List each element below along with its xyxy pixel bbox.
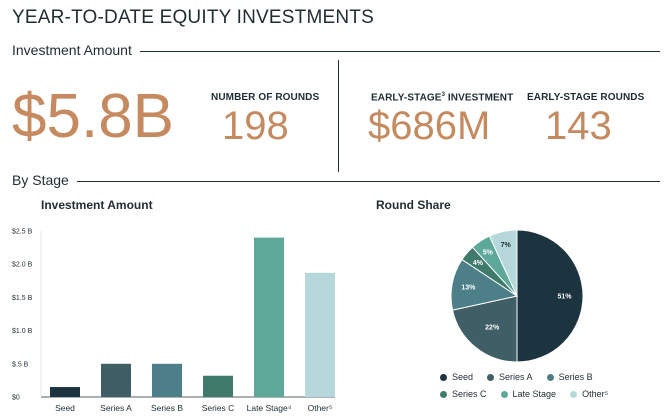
pie-slice-label: 51% xyxy=(558,294,573,301)
pie-chart: 51% 22% 13% 4% 5% 7% xyxy=(450,229,584,363)
bar-chart-title: Investment Amount xyxy=(41,198,153,212)
bar-2 xyxy=(152,363,182,397)
pie-slice-5 xyxy=(488,229,518,297)
x-tick-label: Series C xyxy=(202,403,235,413)
legend-item-other: Other⁵ xyxy=(570,389,608,399)
kpi-divider xyxy=(338,60,339,172)
section-heading-investment-amount: Investment Amount xyxy=(12,42,140,58)
y-tick-label: $2.5 B xyxy=(12,229,33,236)
early-rounds-label: EARLY-STAGE ROUNDS xyxy=(527,92,645,103)
rounds-label: NUMBER OF ROUNDS xyxy=(211,92,320,103)
legend-item-series-a: Series A xyxy=(487,372,533,382)
x-tick-label: Series B xyxy=(151,403,183,413)
section-rule-by-stage xyxy=(12,181,660,182)
bar-4 xyxy=(254,237,284,397)
bar-chart: $0 $.5 B $1.0 B $1.5 B $2.0 B $2.5 B Seed Serie… xyxy=(12,229,335,413)
total-investment-value: $5.8B xyxy=(12,82,175,151)
section-heading-by-stage: By Stage xyxy=(12,172,77,188)
y-tick-label: $0 xyxy=(12,395,20,402)
x-tick-label: Other⁵ xyxy=(308,403,333,413)
legend-item-seed: Seed xyxy=(440,372,473,382)
y-tick-label: $1.0 B xyxy=(12,328,33,335)
pie-legend: Seed Series A Series B Series C Late Sta… xyxy=(440,372,670,406)
section-rule-investment xyxy=(12,51,660,52)
pie-slice-label: 5% xyxy=(483,249,494,256)
legend-item-series-b: Series B xyxy=(546,372,593,382)
legend-swatch-series-b xyxy=(546,373,554,381)
rounds-value: 198 xyxy=(222,104,289,148)
legend-swatch-series-a xyxy=(487,373,495,381)
legend-swatch-other xyxy=(570,390,578,398)
y-tick-label: $2.0 B xyxy=(12,262,33,269)
bar-5 xyxy=(305,272,335,397)
pie-slice-label: 4% xyxy=(473,260,484,267)
y-tick-label: $1.5 B xyxy=(12,295,33,302)
pie-slice-label: 13% xyxy=(461,284,476,291)
pie-slice-1 xyxy=(451,295,518,363)
pie-chart-title: Round Share xyxy=(376,198,451,212)
pie-slice-label: 22% xyxy=(485,324,500,331)
x-tick-label: Seed xyxy=(55,403,75,413)
legend-row: Series C Late Stage Other⁵ xyxy=(440,389,670,399)
legend-swatch-series-c xyxy=(440,390,447,398)
x-tick-label: Series A xyxy=(100,403,132,413)
legend-item-late-stage: Late Stage xyxy=(500,389,556,399)
early-investment-value: $686M xyxy=(368,104,491,148)
legend-swatch-late-stage xyxy=(500,390,508,398)
bar-3 xyxy=(203,375,233,397)
legend-row: Seed Series A Series B xyxy=(440,372,670,382)
legend-swatch-seed xyxy=(440,373,447,381)
bar-0 xyxy=(50,387,80,397)
pie-slice-0 xyxy=(516,229,584,363)
pie-slice-label: 7% xyxy=(501,242,512,249)
x-tick-label: Late Stage⁴ xyxy=(247,403,292,413)
y-tick-label: $.5 B xyxy=(12,361,29,368)
bar-1 xyxy=(101,363,131,397)
early-investment-label: EARLY-STAGE3 INVESTMENT xyxy=(371,92,514,104)
legend-item-series-c: Series C xyxy=(440,389,487,399)
page-title: YEAR-TO-DATE EQUITY INVESTMENTS xyxy=(12,7,374,28)
early-rounds-value: 143 xyxy=(545,104,612,148)
